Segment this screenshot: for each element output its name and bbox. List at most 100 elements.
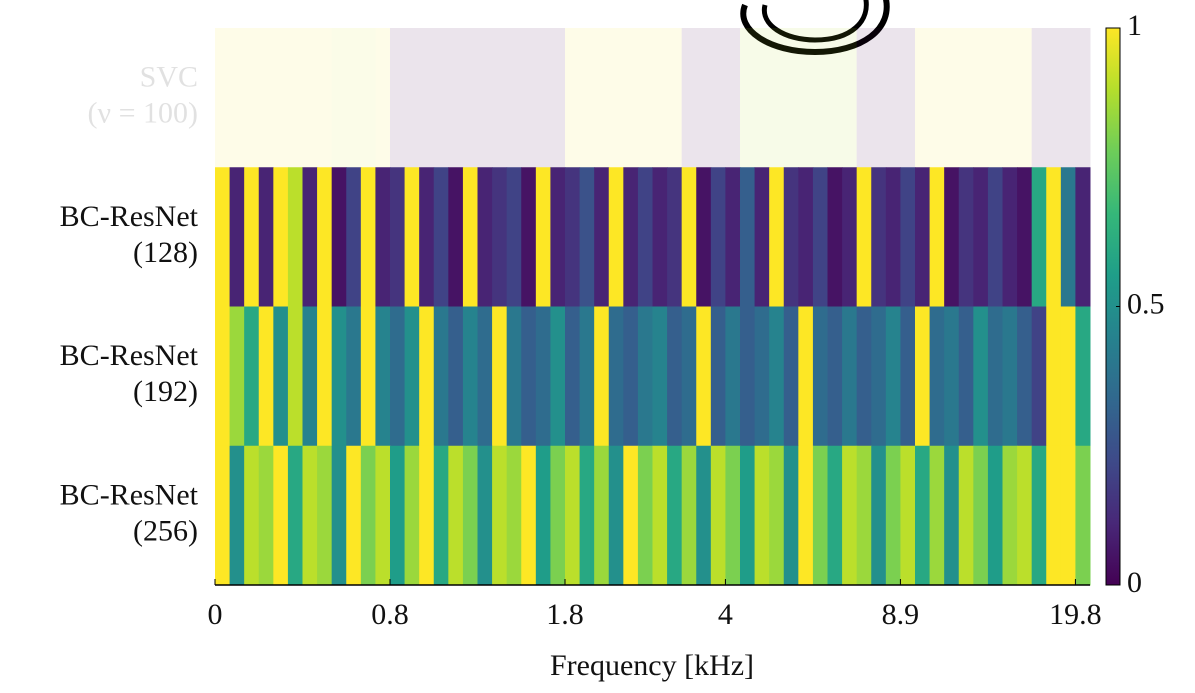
cell xyxy=(448,28,464,168)
row-label: BC-ResNet xyxy=(60,339,199,372)
cell xyxy=(594,306,610,447)
cell xyxy=(244,167,260,307)
cell xyxy=(550,306,566,447)
cell xyxy=(1031,167,1047,307)
cell xyxy=(725,167,741,307)
cell xyxy=(433,167,449,307)
cell xyxy=(1060,445,1076,586)
cell xyxy=(973,306,989,447)
cell xyxy=(273,306,289,447)
cell xyxy=(579,306,595,447)
cell xyxy=(915,306,931,447)
cell xyxy=(477,167,493,307)
cell xyxy=(492,167,508,307)
cell xyxy=(885,306,901,447)
cell xyxy=(973,28,989,168)
cell xyxy=(740,28,756,168)
cell xyxy=(827,167,843,307)
cell xyxy=(273,28,289,168)
cell xyxy=(798,167,814,307)
cell xyxy=(1046,445,1062,586)
cell xyxy=(798,445,814,586)
cell xyxy=(287,445,303,586)
cell xyxy=(302,306,318,447)
colorbar-tick-label: 1 xyxy=(1127,9,1142,42)
cell xyxy=(535,445,551,586)
cell xyxy=(346,306,362,447)
x-tick-label: 8.9 xyxy=(882,598,920,631)
cell xyxy=(375,306,391,447)
cell xyxy=(944,445,960,586)
cell xyxy=(637,28,653,168)
cell xyxy=(987,445,1003,586)
cell xyxy=(900,28,916,168)
cell xyxy=(710,445,726,586)
x-axis-label: Frequency [kHz] xyxy=(550,649,754,682)
cell xyxy=(535,167,551,307)
cell xyxy=(623,445,639,586)
cell xyxy=(419,445,435,586)
cell xyxy=(842,167,858,307)
cell xyxy=(929,28,945,168)
cell xyxy=(375,28,391,168)
cell xyxy=(244,306,260,447)
cell xyxy=(215,445,231,586)
cell xyxy=(608,306,624,447)
cell xyxy=(987,306,1003,447)
cell xyxy=(302,167,318,307)
cell xyxy=(565,445,581,586)
cell xyxy=(346,28,362,168)
cell xyxy=(1060,306,1076,447)
cell xyxy=(360,306,376,447)
cell xyxy=(827,445,843,586)
cell xyxy=(710,167,726,307)
cell xyxy=(579,167,595,307)
cell xyxy=(871,167,887,307)
cell xyxy=(915,28,931,168)
heatmap-row xyxy=(215,167,1091,307)
cell xyxy=(404,445,420,586)
cell xyxy=(987,167,1003,307)
x-tick-label: 0 xyxy=(208,598,223,631)
cell xyxy=(623,28,639,168)
cell xyxy=(492,28,508,168)
cell xyxy=(579,445,595,586)
cell xyxy=(1017,28,1033,168)
cell xyxy=(1075,445,1091,586)
cell xyxy=(842,28,858,168)
cell xyxy=(594,167,610,307)
row-label: SVC xyxy=(140,61,198,94)
cell xyxy=(229,306,245,447)
cell xyxy=(885,167,901,307)
cell xyxy=(637,306,653,447)
cell xyxy=(637,445,653,586)
cell xyxy=(579,28,595,168)
cell xyxy=(725,306,741,447)
cell xyxy=(244,445,260,586)
cell xyxy=(521,445,537,586)
cell xyxy=(448,167,464,307)
cell xyxy=(287,167,303,307)
cell xyxy=(317,167,333,307)
cell xyxy=(769,28,785,168)
row-label: (256) xyxy=(133,514,198,547)
row-label: BC-ResNet xyxy=(60,200,199,233)
cell xyxy=(696,28,712,168)
cell xyxy=(1031,28,1047,168)
cell xyxy=(1031,445,1047,586)
x-tick-label: 1.8 xyxy=(546,598,584,631)
cell xyxy=(667,306,683,447)
cell xyxy=(812,28,828,168)
cell xyxy=(448,306,464,447)
cell xyxy=(769,167,785,307)
cell xyxy=(331,167,347,307)
cell xyxy=(506,306,522,447)
cell xyxy=(681,306,697,447)
cell xyxy=(492,306,508,447)
cell xyxy=(623,167,639,307)
cell xyxy=(696,306,712,447)
cell xyxy=(331,306,347,447)
cell xyxy=(287,306,303,447)
cell xyxy=(1017,167,1033,307)
